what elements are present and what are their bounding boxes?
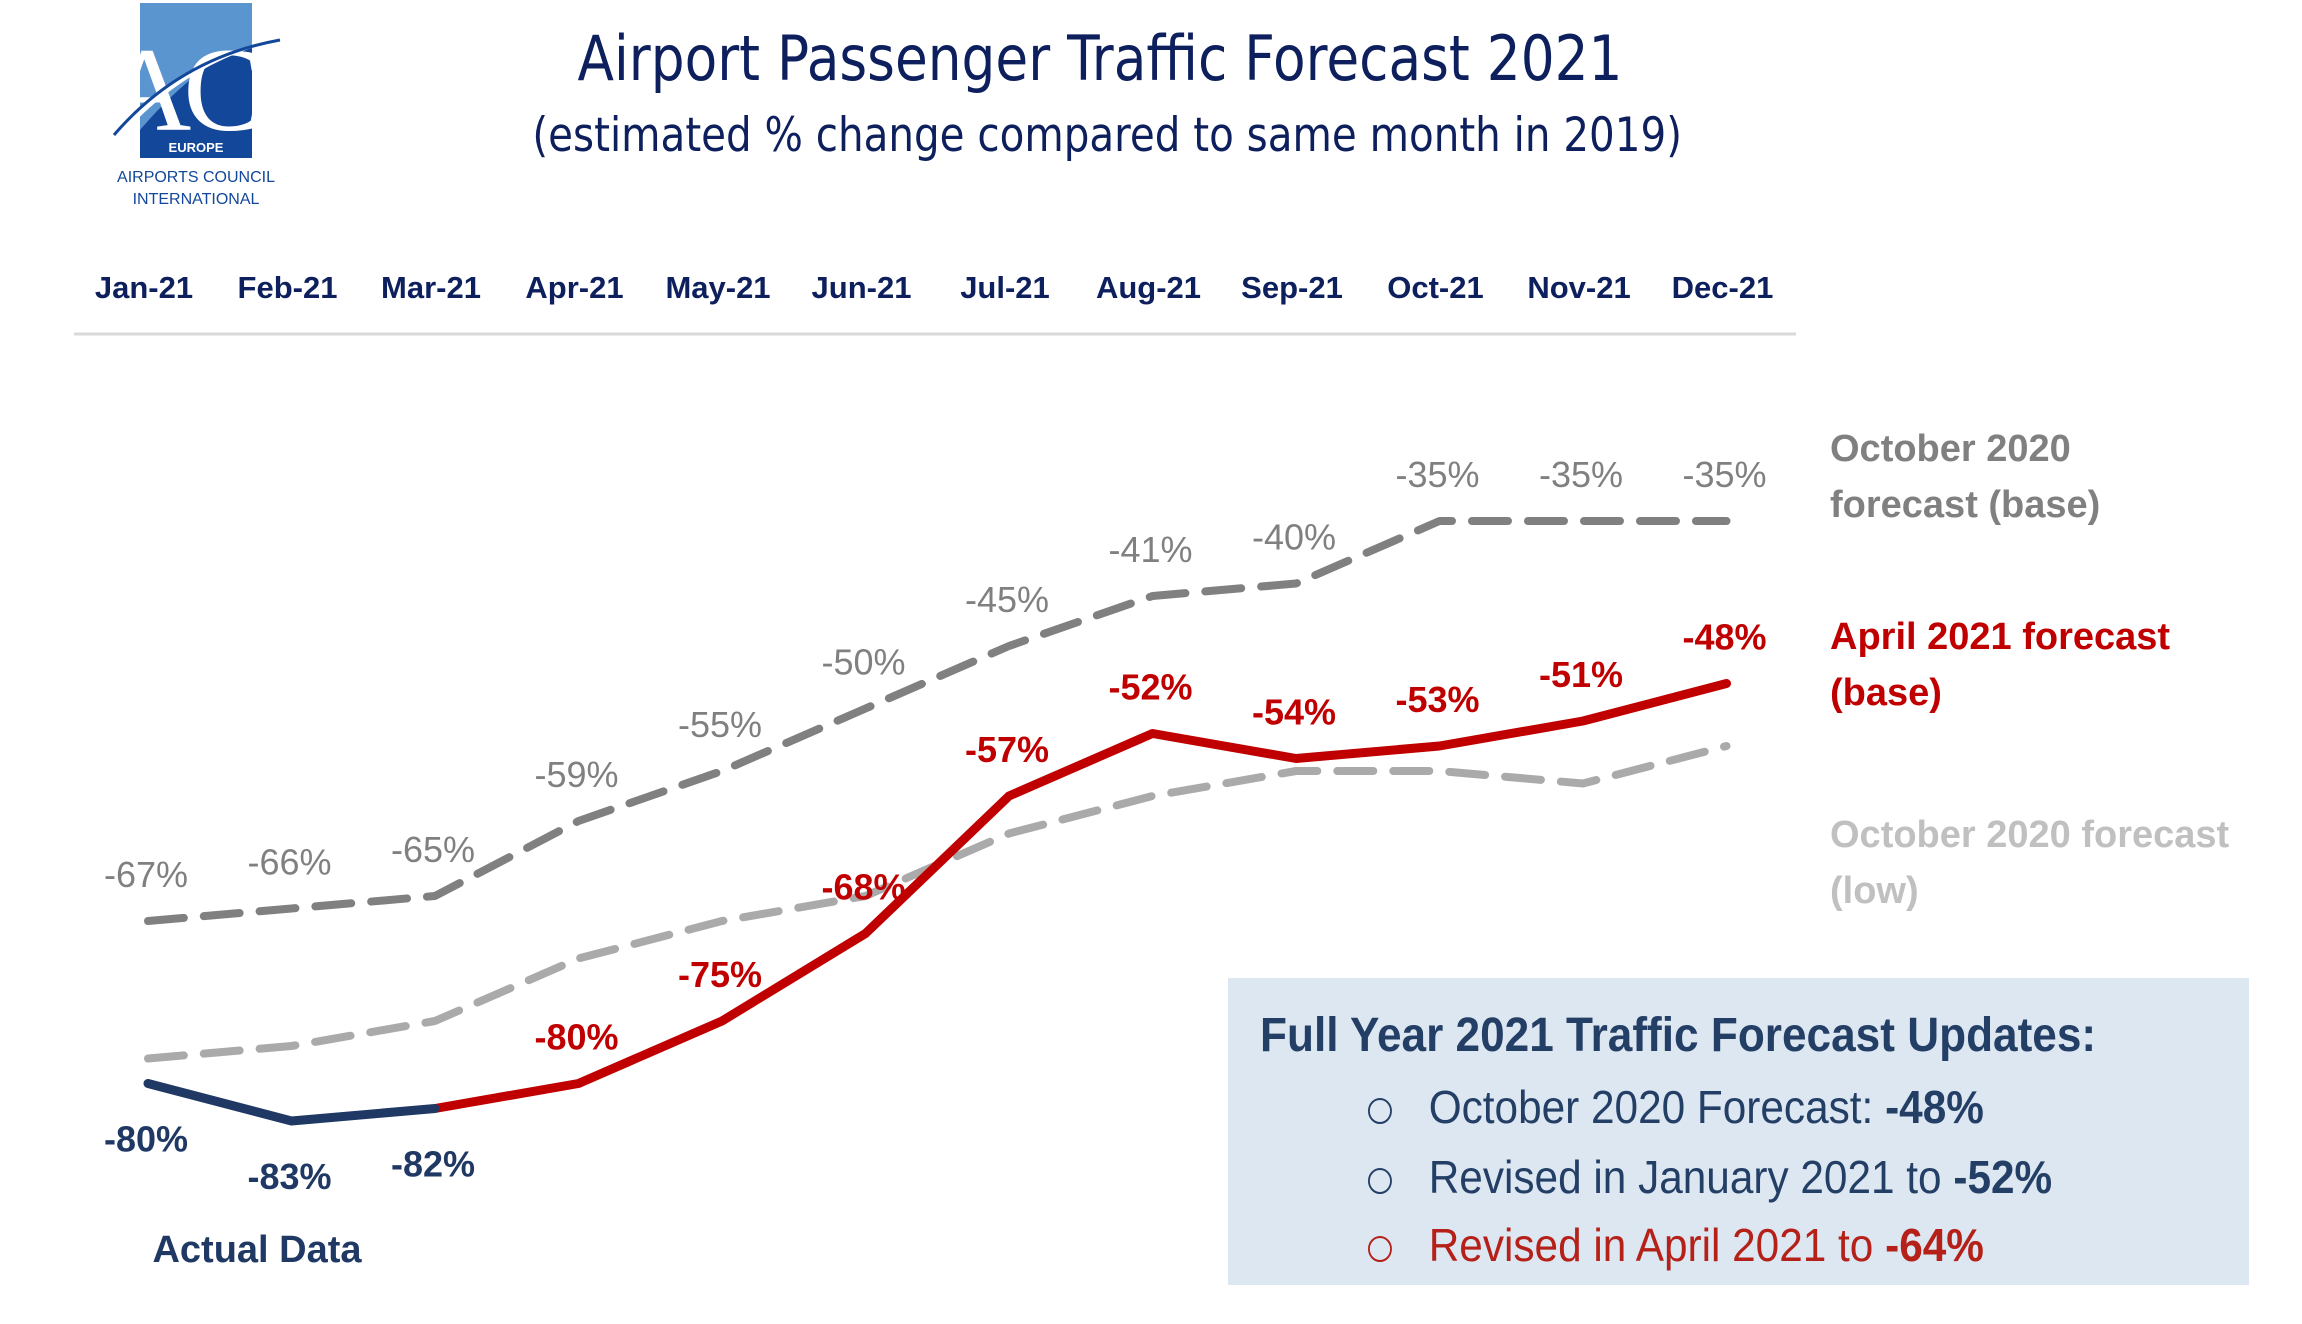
data-label-oct-base-feb-21: -66% [247, 842, 331, 883]
info-item-apr-2021: Revised in April 2021 to -64% [1368, 1218, 1984, 1272]
series-line-oct-base [144, 517, 1731, 925]
chart-title: Airport Passenger Traffic Forecast 2021 [577, 22, 1623, 95]
legend-april-base-line1: April 2021 forecast [1830, 616, 2170, 658]
info-item-text: Revised in April 2021 to [1428, 1219, 1886, 1271]
logo-region: EUROPE [169, 140, 224, 155]
data-label-april-base-jul-21: -57% [965, 729, 1049, 770]
month-label-jun-21: Jun-21 [812, 270, 912, 305]
data-label-april-base-jun-21: -68% [821, 867, 905, 908]
data-labels-layer: -67% -66% -65% -59% -55% -50% -45% -41% -40% -35%… [104, 454, 1767, 1197]
data-label-oct-base-sep-21: -40% [1252, 517, 1336, 558]
legend-oct-base-line2: forecast (base) [1830, 484, 2100, 526]
data-label-oct-base-nov-21: -35% [1539, 454, 1623, 495]
data-label-oct-base-aug-21: -41% [1108, 529, 1192, 570]
legend-oct-low-line1: October 2020 forecast [1830, 814, 2230, 856]
logo-org-line2: INTERNATIONAL [133, 191, 260, 208]
month-label-sep-21: Sep-21 [1241, 270, 1343, 305]
full-year-forecast-box: Full Year 2021 Traffic Forecast Updates:… [1228, 978, 2249, 1285]
month-label-dec-21: Dec-21 [1672, 270, 1774, 305]
legend-april-base-line2: (base) [1830, 672, 1942, 714]
month-label-mar-21: Mar-21 [381, 270, 481, 305]
data-label-actual-mar-21: -82% [391, 1144, 475, 1185]
data-label-oct-base-jun-21: -50% [821, 642, 905, 683]
data-label-oct-base-dec-21: -35% [1682, 454, 1766, 495]
month-label-feb-21: Feb-21 [238, 270, 338, 305]
data-label-oct-base-apr-21: -59% [534, 754, 618, 795]
data-label-april-base-nov-21: -51% [1539, 654, 1623, 695]
month-label-jan-21: Jan-21 [95, 270, 193, 305]
info-item-value: -52% [1953, 1151, 2053, 1203]
data-label-oct-base-oct-21: -35% [1395, 454, 1479, 495]
aci-europe-logo: ACI EUROPE AIRPORTS COUNCIL INTERNATIONA… [110, 3, 290, 208]
data-label-oct-base-mar-21: -65% [391, 829, 475, 870]
actual-data-caption: Actual Data [152, 1229, 362, 1271]
data-label-april-base-sep-21: -54% [1252, 692, 1336, 733]
info-item-jan-2021: Revised in January 2021 to -52% [1368, 1150, 2052, 1204]
info-item-text: October 2020 Forecast: [1428, 1081, 1886, 1133]
logo-swoosh [112, 38, 281, 136]
chart-subtitle: (estimated % change compared to same mon… [532, 108, 1682, 163]
circle-bullet-icon [1368, 1235, 1392, 1262]
data-label-april-base-apr-21: -80% [534, 1017, 618, 1058]
logo-dark-panel [140, 45, 252, 158]
month-label-may-21: May-21 [665, 270, 770, 305]
circle-bullet-icon [1368, 1167, 1392, 1194]
info-item-oct-2020: October 2020 Forecast: -48% [1368, 1080, 1984, 1134]
month-label-jul-21: Jul-21 [960, 270, 1050, 305]
circle-bullet-icon [1368, 1097, 1392, 1124]
month-label-aug-21: Aug-21 [1096, 270, 1201, 305]
info-item-value: -48% [1885, 1081, 1984, 1133]
data-label-april-base-aug-21: -52% [1108, 667, 1192, 708]
legend: October 2020 forecast (base) April 2021 … [1830, 428, 2230, 912]
data-label-april-base-may-21: -75% [678, 954, 762, 995]
month-label-nov-21: Nov-21 [1527, 270, 1630, 305]
series-layer [143, 517, 1731, 1126]
data-label-oct-base-may-21: -55% [678, 704, 762, 745]
data-label-oct-base-jan-21: -67% [104, 854, 188, 895]
data-label-april-base-oct-21: -53% [1395, 679, 1479, 720]
data-label-actual-feb-21: -83% [247, 1156, 331, 1197]
info-item-text: Revised in January 2021 to [1428, 1151, 1954, 1203]
x-axis-month-labels: Jan-21 Feb-21 Mar-21 Apr-21 May-21 Jun-21 Jul-… [95, 270, 1773, 305]
info-box-title: Full Year 2021 Traffic Forecast Updates: [1260, 1009, 2097, 1062]
month-label-oct-21: Oct-21 [1387, 270, 1483, 305]
data-label-april-base-dec-21: -48% [1682, 617, 1766, 658]
data-label-actual-jan-21: -80% [104, 1119, 188, 1160]
legend-oct-low-line2: (low) [1830, 870, 1919, 912]
series-line-actual [143, 1079, 440, 1126]
data-label-oct-base-jul-21: -45% [965, 579, 1049, 620]
logo-org-line1: AIRPORTS COUNCIL [117, 169, 275, 186]
info-item-value: -64% [1885, 1219, 1984, 1271]
month-label-apr-21: Apr-21 [525, 270, 623, 305]
legend-oct-base-line1: October 2020 [1830, 428, 2071, 470]
series-line-april-base [430, 679, 1731, 1113]
